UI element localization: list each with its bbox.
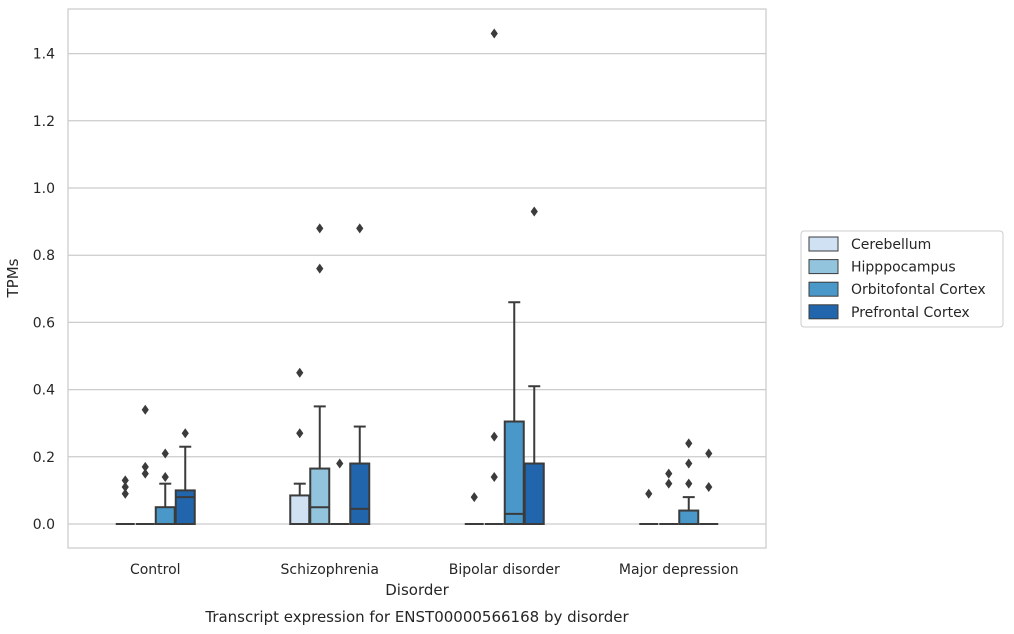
- outlier-point: [645, 488, 653, 499]
- outlier-point: [141, 461, 149, 472]
- outlier-point: [121, 482, 129, 493]
- box-3-2: [678, 438, 700, 525]
- x-tick-label: Bipolar disorder: [449, 562, 560, 578]
- outlier-point: [181, 428, 189, 439]
- box-body: [503, 420, 525, 525]
- x-tick-label: Major depression: [619, 562, 739, 578]
- legend: Cerebellum Hipppocampus Orbitofontal Corte…: [800, 230, 1004, 328]
- outlier-point: [665, 468, 673, 479]
- box-series: [115, 28, 719, 526]
- box-1-2: [330, 458, 350, 525]
- x-tick-label: Schizophrenia: [281, 562, 379, 578]
- outlier-point: [685, 458, 693, 469]
- y-tick-label: 0.8: [33, 248, 55, 264]
- box-1-0: [289, 367, 311, 526]
- legend-label: Hipppocampus: [851, 260, 956, 276]
- x-tick-labels: Control Schizophrenia Bipolar disorder Majo…: [130, 562, 739, 578]
- outlier-point: [705, 482, 713, 493]
- box-body: [154, 506, 176, 526]
- y-tick-labels: 0.0 0.2 0.4 0.6 0.8 1.0 1.2 1.4: [33, 47, 55, 533]
- box-body: [523, 462, 545, 525]
- outlier-point: [490, 28, 498, 39]
- box-3-3: [699, 448, 719, 525]
- box-3-0: [639, 488, 659, 525]
- outlier-point: [705, 448, 713, 459]
- legend-label: Orbitofontal Cortex: [851, 282, 986, 298]
- outlier-point: [141, 404, 149, 415]
- y-tick-label: 1.0: [33, 181, 55, 197]
- box-2-2: [503, 301, 525, 525]
- outlier-point: [665, 478, 673, 489]
- outlier-point: [356, 223, 364, 234]
- chart-caption: Transcript expression for ENST0000056616…: [204, 608, 629, 626]
- x-tick-label: Control: [130, 562, 181, 578]
- outlier-point: [490, 471, 498, 482]
- outlier-point: [121, 488, 129, 499]
- outlier-point: [685, 438, 693, 449]
- box-0-2: [154, 448, 176, 526]
- outlier-point: [161, 471, 169, 482]
- box-3-1: [659, 468, 679, 525]
- box-body: [678, 509, 700, 525]
- box-0-1: [135, 404, 155, 525]
- box-2-0: [464, 492, 484, 525]
- outlier-point: [530, 206, 538, 217]
- outlier-point: [161, 448, 169, 459]
- outlier-point: [296, 428, 304, 439]
- y-axis-label: TPMs: [4, 258, 22, 298]
- legend-swatch: [808, 281, 839, 297]
- outlier-point: [316, 263, 324, 274]
- outlier-point: [685, 478, 693, 489]
- box-1-3: [349, 223, 371, 525]
- legend-swatch: [808, 304, 839, 320]
- x-axis-label: Disorder: [385, 581, 449, 599]
- plot-frame: [67, 8, 767, 549]
- y-tick-label: 0.4: [33, 383, 55, 399]
- gridlines: [68, 52, 766, 525]
- box-2-1: [484, 28, 504, 525]
- outlier-point: [296, 367, 304, 378]
- y-tick-label: 1.2: [33, 114, 55, 130]
- outlier-point: [316, 223, 324, 234]
- legend-swatch: [808, 259, 839, 275]
- legend-swatch: [808, 236, 839, 252]
- box-0-0: [115, 475, 135, 525]
- box-body: [289, 494, 311, 526]
- y-tick-label: 0.0: [33, 517, 55, 533]
- outlier-point: [470, 492, 478, 503]
- y-tick-label: 0.6: [33, 315, 55, 331]
- box-0-3: [174, 428, 196, 525]
- y-tick-label: 0.2: [33, 450, 55, 466]
- box-body: [309, 467, 331, 525]
- box-1-1: [309, 223, 331, 525]
- outlier-point: [336, 458, 344, 469]
- outlier-point: [141, 468, 149, 479]
- outlier-point: [121, 475, 129, 486]
- box-2-3: [523, 206, 545, 525]
- legend-label: Cerebellum: [851, 237, 931, 253]
- legend-frame: [800, 230, 1004, 328]
- legend-label: Prefrontal Cortex: [851, 305, 970, 321]
- outlier-point: [490, 431, 498, 442]
- box-body: [174, 489, 196, 525]
- y-tick-label: 1.4: [33, 47, 55, 63]
- box-body: [349, 462, 371, 525]
